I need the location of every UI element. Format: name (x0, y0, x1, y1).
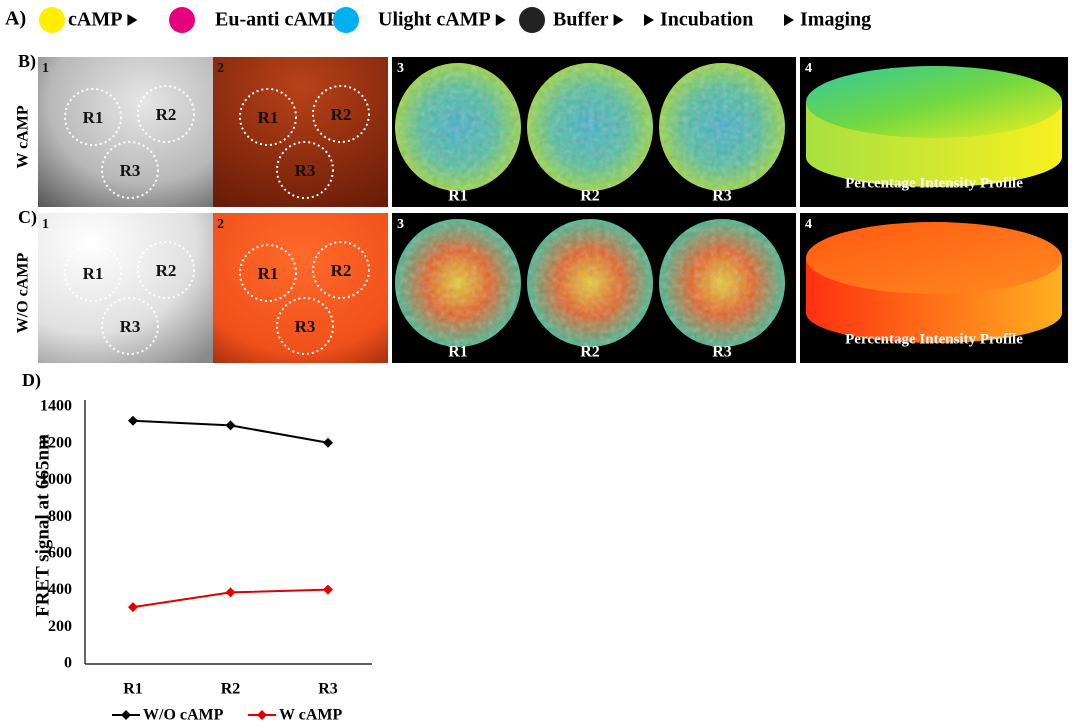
step-label: Buffer (553, 9, 609, 31)
y-axis-title: FRET signal at 665nm (32, 434, 53, 617)
marker (323, 438, 333, 448)
panel-label: D) (22, 370, 41, 391)
roi-label: R2 (580, 344, 600, 361)
image-tile (213, 57, 388, 207)
panel-label: C) (18, 207, 37, 228)
tile-number: 2 (217, 217, 224, 232)
step-label: Ulight cAMP (378, 9, 491, 31)
roi-label: R2 (580, 188, 600, 205)
profile-caption: Percentage Intensity Profile (845, 331, 1023, 347)
arrow (784, 14, 794, 26)
arrow (614, 14, 624, 26)
x-tick-label: R2 (221, 681, 241, 698)
roi-label: R3 (120, 161, 141, 180)
roi-label: R3 (295, 161, 316, 180)
heatmap-texture (527, 219, 653, 347)
roi-label: R1 (258, 264, 279, 283)
arrow (127, 14, 137, 26)
tile-number: 4 (805, 61, 812, 76)
roi-label: R1 (258, 108, 279, 127)
roi-label: R2 (331, 105, 352, 124)
legend-label: W cAMP (279, 707, 342, 724)
profile-top (806, 222, 1062, 294)
marker (323, 585, 333, 595)
panel-label: B) (18, 51, 36, 72)
panel-label: A) (5, 8, 26, 30)
marker (128, 602, 138, 612)
legend-label: W/O cAMP (143, 707, 224, 724)
image-tile (38, 213, 213, 363)
step-label: Incubation (660, 9, 753, 31)
arrow (496, 14, 506, 26)
x-tick-label: R1 (123, 681, 143, 698)
reagent-dot (169, 7, 195, 33)
roi-label: R3 (120, 317, 141, 336)
tile-number: 4 (805, 217, 812, 232)
marker (226, 420, 236, 430)
heatmap-texture (659, 219, 785, 347)
row-label: W/O cAMP (15, 253, 32, 334)
roi-label: R1 (448, 344, 468, 361)
heatmap-texture (527, 63, 653, 191)
tile-number: 3 (397, 217, 404, 232)
heatmap-texture (659, 63, 785, 191)
y-tick-label: 0 (64, 655, 72, 672)
tile-number: 1 (42, 61, 49, 76)
roi-label: R1 (83, 264, 104, 283)
reagent-dot (519, 7, 545, 33)
reagent-dot (333, 7, 359, 33)
step-label: cAMP (68, 9, 122, 31)
roi-label: R2 (156, 105, 177, 124)
heatmap-texture (395, 219, 521, 347)
profile-caption: Percentage Intensity Profile (845, 175, 1023, 191)
row-label: W cAMP (15, 105, 32, 168)
step-label: Imaging (800, 9, 871, 31)
roi-label: R3 (295, 317, 316, 336)
tile-number: 2 (217, 61, 224, 76)
roi-label: R2 (331, 261, 352, 280)
profile-top (806, 66, 1062, 138)
step-label: Eu-anti cAMP (215, 9, 339, 31)
y-tick-label: 200 (48, 618, 72, 635)
roi-label: R3 (712, 344, 732, 361)
roi-label: R1 (448, 188, 468, 205)
marker (226, 587, 236, 597)
roi-label: R1 (83, 108, 104, 127)
marker (128, 416, 138, 426)
roi-label: R3 (712, 188, 732, 205)
legend-marker (257, 710, 267, 720)
figure: A) cAMP Eu-anti cAMP Ulight cAMP Buffer Incub… (0, 0, 1072, 725)
legend-marker (121, 710, 131, 720)
image-tile (38, 57, 213, 207)
reagent-dot (39, 7, 65, 33)
arrow (644, 14, 654, 26)
y-tick-label: 1400 (40, 398, 72, 415)
x-tick-label: R3 (318, 681, 338, 698)
tile-number: 3 (397, 61, 404, 76)
tile-number: 1 (42, 217, 49, 232)
heatmap-texture (395, 63, 521, 191)
roi-label: R2 (156, 261, 177, 280)
image-tile (213, 213, 388, 363)
